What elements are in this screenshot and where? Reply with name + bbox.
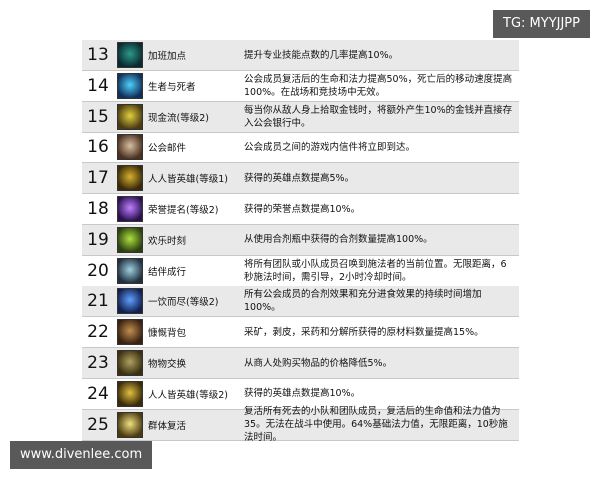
perk-name: 荣誉提名(等级2) xyxy=(148,205,219,216)
perk-description: 公会成员之间的游戏内信件将立即到达。 xyxy=(244,141,416,153)
perk-name: 一饮而尽(等级2) xyxy=(148,297,219,309)
perk-icon xyxy=(117,72,143,99)
perk-row: 14 生者与死者 公会成员复活后的生命和法力提高50%，死亡后的移动速度提高100%… xyxy=(82,71,519,102)
perk-number: 16 xyxy=(87,137,109,158)
perk-name: 人人皆英雄(等级1) xyxy=(148,174,228,186)
perk-number: 22 xyxy=(87,322,109,343)
perk-icon xyxy=(117,134,143,161)
perk-name: 人人皆英雄(等级2) xyxy=(148,389,228,401)
perk-description: 采矿，剥皮，采药和分解所获得的原材料数量提高15%。 xyxy=(244,326,484,338)
perk-number: 25 xyxy=(87,414,109,435)
perk-name: 公会邮件 xyxy=(148,143,187,155)
perk-row: 23 物物交换 从商人处购买物品的价格降低5%。 xyxy=(82,348,519,379)
perk-number: 18 xyxy=(87,199,109,219)
perk-description: 公会成员复活后的生命和法力提高50%，死亡后的移动速度提高100%。在战场和竞技… xyxy=(244,73,513,98)
perk-icon xyxy=(117,288,143,315)
perk-name: 群体复活 xyxy=(148,420,187,432)
perk-number: 24 xyxy=(87,383,109,404)
perk-icon xyxy=(117,165,143,192)
perk-description: 获得的英雄点数提高10%。 xyxy=(244,388,361,400)
perk-description: 每当你从敌人身上拾取金钱时，将额外产生10%的金钱并直接存入公会银行中。 xyxy=(244,104,513,129)
perk-icon xyxy=(117,103,143,130)
perk-row: 13 加班加点 提升专业技能点数的几率提高10%。 xyxy=(82,40,519,71)
perk-name: 物物交换 xyxy=(148,359,187,370)
perk-row: 19 欢乐时刻 从使用合剂瓶中获得的合剂数量提高100%。 xyxy=(82,224,519,256)
perk-number: 19 xyxy=(87,229,109,250)
perk-description: 从使用合剂瓶中获得的合剂数量提高100%。 xyxy=(244,234,433,246)
perk-icon xyxy=(117,226,143,253)
perk-icon xyxy=(117,196,143,222)
perk-row: 15 现金流(等级2) 每当你从敌人身上拾取金钱时，将额外产生10%的金钱并直接存入… xyxy=(82,101,519,133)
watermark-bottom: www.divenlee.com xyxy=(10,441,153,469)
perk-row: 24 人人皆英雄(等级2) 获得的英雄点数提高10%。 xyxy=(82,379,519,410)
perk-description: 复活所有死去的小队和团队成员，复活后的生命值和法力值为35。无法在战斗中使用。6… xyxy=(244,406,508,444)
perk-description: 获得的英雄点数提高5%。 xyxy=(244,172,355,184)
perk-name: 加班加点 xyxy=(148,51,187,62)
perk-icon xyxy=(117,411,143,438)
perk-description: 获得的荣誉点数提高10%。 xyxy=(244,203,361,215)
perk-icon xyxy=(117,257,143,284)
perk-row: 16 公会邮件 公会成员之间的游戏内信件将立即到达。 xyxy=(82,132,519,164)
perk-name: 欢乐时刻 xyxy=(148,235,187,247)
perk-number: 14 xyxy=(87,75,109,96)
perk-number: 15 xyxy=(87,106,109,127)
perk-number: 17 xyxy=(87,168,109,189)
perk-number: 21 xyxy=(87,291,109,312)
perk-icon xyxy=(117,319,143,346)
perk-number: 23 xyxy=(87,353,109,373)
perk-row: 25 群体复活 复活所有死去的小队和团队成员，复活后的生命值和法力值为35。无法在战… xyxy=(82,406,519,444)
perk-icon xyxy=(117,42,143,68)
perk-description: 提升专业技能点数的几率提高10%。 xyxy=(244,49,399,61)
perk-name: 结伴成行 xyxy=(148,266,187,278)
perk-description: 将所有团队或小队成员召唤到施法者的当前位置。无限距离，6秒施法时间，需引导，2小… xyxy=(244,258,507,283)
perk-row: 17 人人皆英雄(等级1) 获得的英雄点数提高5%。 xyxy=(82,163,519,195)
perk-name: 生者与死者 xyxy=(148,81,196,93)
perk-description: 所有公会成员的合剂效果和充分进食效果的持续时间增加100%。 xyxy=(244,289,482,314)
watermark-top: TG: MYYJJPP xyxy=(493,10,590,38)
perk-number: 13 xyxy=(87,45,109,65)
perk-row: 21 一饮而尽(等级2) 所有公会成员的合剂效果和充分进食效果的持续时间增加100%… xyxy=(82,286,519,318)
perk-number: 20 xyxy=(87,260,109,281)
perk-icon xyxy=(117,380,143,407)
perk-icon xyxy=(117,350,143,376)
perk-description: 从商人处购买物品的价格降低5%。 xyxy=(244,357,393,369)
perk-name: 现金流(等级2) xyxy=(148,112,209,124)
perk-row: 18 荣誉提名(等级2) 获得的荣誉点数提高10%。 xyxy=(82,194,519,225)
perk-name: 慷慨背包 xyxy=(148,328,187,340)
perk-row: 22 慷慨背包 采矿，剥皮，采药和分解所获得的原材料数量提高15%。 xyxy=(82,317,519,349)
perk-row: 20 结伴成行 将所有团队或小队成员召唤到施法者的当前位置。无限距离，6秒施法时间，… xyxy=(82,256,519,287)
